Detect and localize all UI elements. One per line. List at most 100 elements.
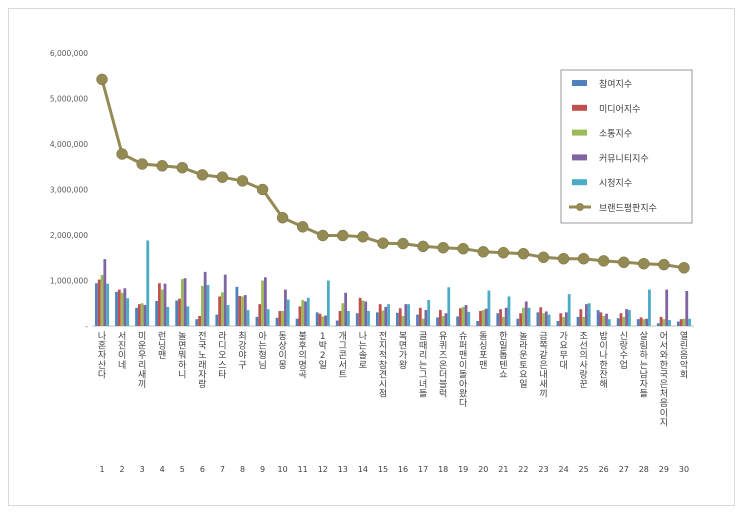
bar-1-16 [396,312,399,326]
bar-3-27 [622,316,626,326]
y-tick-label: 1,000,000 [50,277,88,286]
bar-1-7 [215,314,219,327]
bar-5-26 [607,319,611,326]
bar-2-28 [639,317,643,326]
bar-1-9 [255,316,259,326]
bar-4-3 [143,305,147,326]
x-number-label: 24 [559,465,569,474]
bar-5-20 [487,290,491,326]
bar-1-27 [616,318,620,326]
bar-4-18 [444,313,448,326]
bar-3-22 [522,307,525,326]
bar-1-21 [496,313,500,326]
bar-4-21 [504,307,508,326]
x-number-label: 17 [418,465,428,474]
bar-4-20 [484,308,488,326]
y-tick-label: 3,000,000 [50,186,88,195]
x-number-label: 3 [140,465,145,474]
bar-5-27 [627,310,631,326]
brand-point-13 [337,229,349,242]
chart-frame: - 1,000,000 2,000,000 3,000,000 4,000,000 5,0… [8,8,735,506]
brand-point-11 [296,221,309,233]
bar-1-29 [656,323,660,326]
bar-3-23 [542,313,545,326]
bar-5-10 [286,299,290,326]
bar-2-20 [479,310,482,326]
brand-point-16 [397,237,409,250]
brand-point-20 [477,246,490,258]
bar-2-1 [97,279,101,326]
x-number-label: 9 [260,465,265,474]
legend-box [560,69,693,224]
bar-4-24 [564,312,568,326]
bar-5-22 [527,307,531,326]
bar-2-17 [418,307,422,326]
bar-3-12 [321,316,325,326]
y-tick-label: 4,000,000 [50,140,88,149]
brand-point-18 [437,241,449,254]
bar-2-27 [619,313,623,326]
y-tick-label: 5,000,000 [50,95,88,104]
legend-swatch [572,104,587,111]
y-tick-label: - [85,322,88,331]
bar-5-24 [567,294,571,326]
bar-2-21 [499,309,502,326]
legend-marker [576,203,584,211]
bar-2-2 [117,289,121,326]
x-number-label: 16 [398,465,408,474]
legend-label: 시청지수 [599,178,632,189]
bar-4-7 [223,274,227,326]
x-number-label: 18 [438,465,448,474]
bar-3-10 [281,310,285,326]
x-number-label: 20 [478,465,488,474]
bar-5-2 [126,298,130,326]
brand-point-30 [678,262,690,274]
bar-2-25 [579,309,583,326]
legend-label: 소통지수 [599,129,632,140]
bar-3-16 [401,315,405,326]
bar-2-6 [198,315,201,326]
bar-4-19 [464,305,468,326]
bar-2-23 [539,307,543,326]
bar-2-18 [438,310,442,326]
bar-2-10 [278,310,282,326]
bar-2-3 [137,304,141,326]
bar-3-8 [241,296,244,326]
bar-4-23 [544,311,548,326]
x-number-label: 1 [99,465,104,474]
brand-point-29 [658,258,670,271]
bar-5-17 [427,300,431,326]
bar-3-18 [441,315,445,326]
bar-5-28 [648,289,651,326]
x-number-label: 25 [579,465,589,474]
legend-swatch [572,80,587,86]
bar-3-24 [562,316,565,326]
brand-point-28 [638,257,650,270]
bar-5-21 [507,296,511,326]
x-number-label: 26 [599,465,609,474]
brand-point-12 [317,229,329,242]
bar-4-11 [304,301,307,326]
bar-5-8 [246,310,250,326]
bar-3-15 [381,310,385,326]
bar-5-1 [106,283,110,326]
bar-1-6 [195,319,199,326]
bar-3-6 [200,285,204,326]
bar-2-9 [258,304,262,326]
brand-point-1 [96,73,108,86]
x-number-label: 6 [200,465,205,474]
bar-2-16 [398,308,402,326]
bar-2-24 [559,313,563,326]
bar-2-14 [358,297,362,326]
bar-5-23 [547,314,551,327]
bar-2-7 [218,296,222,326]
bar-5-4 [166,306,170,326]
